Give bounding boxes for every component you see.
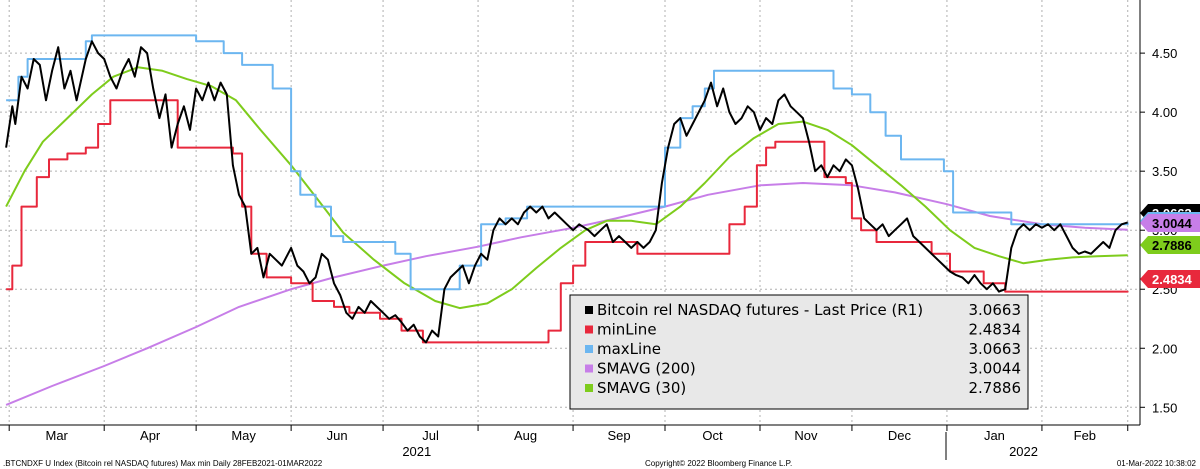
legend-value: 3.0663 bbox=[969, 340, 1022, 358]
legend-swatch bbox=[585, 364, 593, 373]
series-line-minline bbox=[6, 99, 1129, 344]
x-month-label: Nov bbox=[794, 428, 818, 443]
x-month-label: Dec bbox=[888, 428, 912, 443]
footer-left-text: .BTCNDXF U Index (Bitcoin rel NASDAQ fut… bbox=[3, 459, 323, 468]
legend-value: 2.4834 bbox=[969, 321, 1022, 339]
legend-label: Bitcoin rel NASDAQ futures - Last Price … bbox=[597, 301, 923, 319]
series-lines bbox=[5, 34, 1129, 406]
series-line-smavg-30 bbox=[5, 66, 1128, 310]
x-axis-ticks: Mar Apr May Jun Jul Aug Sep Oct Nov Dec Jan Feb 2021… bbox=[8, 425, 1129, 459]
x-month-label: Apr bbox=[140, 428, 161, 443]
legend-box bbox=[569, 294, 1029, 410]
legend-swatch bbox=[585, 345, 593, 353]
x-month-label: Oct bbox=[702, 428, 723, 443]
legend-label: minLine bbox=[597, 321, 657, 339]
legend-swatch bbox=[585, 384, 593, 392]
last-value-tag bbox=[1140, 214, 1200, 232]
legend: Bitcoin rel NASDAQ futures - Last Price … bbox=[569, 294, 1029, 410]
x-month-label: May bbox=[231, 428, 256, 443]
x-month-label: Jun bbox=[327, 428, 348, 443]
last-value-tag bbox=[1140, 236, 1200, 254]
x-month-label: Sep bbox=[607, 428, 630, 443]
footer-right-text: 01-Mar-2022 10:38:02 bbox=[1117, 459, 1197, 468]
x-month-label: Jul bbox=[422, 428, 439, 443]
x-year-label: 2022 bbox=[1009, 444, 1038, 459]
x-year-label: 2021 bbox=[402, 444, 431, 459]
last-value-tag-text: 2.4834 bbox=[1152, 272, 1193, 287]
legend-value: 2.7886 bbox=[969, 379, 1022, 397]
last-value-tag-text: 3.0044 bbox=[1152, 216, 1193, 231]
footer-center-text: Copyright© 2022 Bloomberg Finance L.P. bbox=[645, 459, 792, 468]
series-line-bitcoin-rel-nasdaq-futures-last-price-r1 bbox=[5, 40, 1128, 344]
series-line-smavg-200 bbox=[5, 182, 1128, 406]
y-tick-label: 1.50 bbox=[1152, 400, 1177, 415]
y-tick-label: 2.00 bbox=[1152, 341, 1177, 356]
legend-value: 3.0663 bbox=[969, 301, 1022, 319]
x-month-label: Feb bbox=[1074, 428, 1096, 443]
legend-swatch bbox=[585, 325, 593, 334]
x-month-label: Mar bbox=[45, 428, 68, 443]
y-tick-label: 4.50 bbox=[1152, 46, 1177, 61]
legend-value: 3.0044 bbox=[969, 360, 1022, 378]
legend-label: SMAVG (30) bbox=[597, 379, 686, 397]
y-tick-label: 3.50 bbox=[1152, 164, 1177, 179]
y-tick-label: 4.00 bbox=[1152, 105, 1177, 120]
x-month-label: Jan bbox=[984, 428, 1005, 443]
last-value-tag-text: 2.7886 bbox=[1152, 238, 1192, 253]
legend-swatch bbox=[585, 306, 593, 314]
legend-label: maxLine bbox=[597, 340, 661, 358]
legend-label: SMAVG (200) bbox=[597, 360, 696, 378]
last-value-tag bbox=[1140, 270, 1200, 288]
x-month-label: Aug bbox=[514, 428, 537, 443]
series-line-maxline bbox=[6, 34, 1129, 291]
